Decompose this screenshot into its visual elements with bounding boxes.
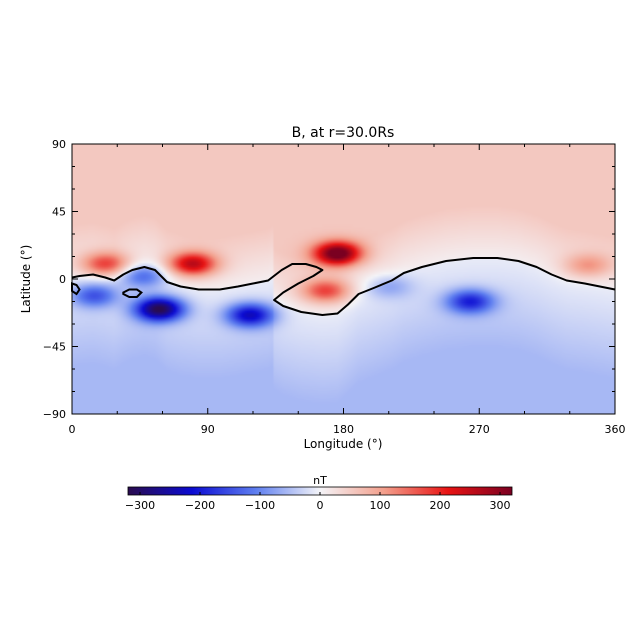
y-tick-label: −90: [43, 408, 66, 421]
y-axis-label: Latitude (°): [19, 245, 33, 314]
y-axis: 90 45 0 −45 −90: [43, 138, 615, 421]
x-tick-label: 180: [333, 423, 354, 436]
colorbar-tick-label: 200: [430, 499, 451, 512]
colorbar-tick-label: −300: [125, 499, 155, 512]
colorbar-tick-label: 300: [490, 499, 511, 512]
y-tick-label: 90: [52, 138, 66, 151]
x-tick-label: 0: [69, 423, 76, 436]
colorbar-tick-label: −200: [185, 499, 215, 512]
y-tick-label: −45: [43, 341, 66, 354]
chart-title: B, at r=30.0Rs: [292, 125, 395, 141]
colorbar: nT −300 −200 −100 0 100 200 300: [125, 474, 513, 512]
colorbar-label: nT: [313, 474, 327, 487]
x-tick-label: 90: [201, 423, 215, 436]
colorbar-tick-label: 100: [370, 499, 391, 512]
heatmap-image: [72, 144, 615, 414]
colorbar-tick-label: 0: [317, 499, 324, 512]
colorbar-ticks: −300 −200 −100 0 100 200 300: [125, 492, 511, 512]
zero-contour-island: [122, 288, 143, 298]
x-tick-label: 270: [469, 423, 490, 436]
y-tick-label: 45: [52, 206, 66, 219]
zero-contour-line: [71, 257, 616, 316]
y-tick-label: 0: [59, 273, 66, 286]
colorbar-tick-label: −100: [245, 499, 275, 512]
x-axis: 0 90 180 270 360: [69, 144, 626, 436]
x-axis-label: Longitude (°): [304, 437, 383, 451]
x-tick-label: 360: [605, 423, 626, 436]
plot-area: [71, 143, 616, 415]
